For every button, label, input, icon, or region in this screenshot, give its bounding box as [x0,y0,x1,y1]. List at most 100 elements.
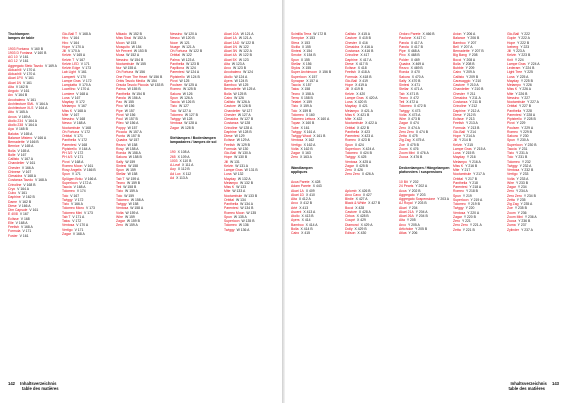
product-name: Volta [399,112,407,117]
page-reference: Y 207 A [460,44,473,49]
page-reference: V 166 A [34,135,47,140]
page-reference: W 159 B [127,180,141,185]
product-name: Parola [116,95,126,100]
page-reference: X 413 B [301,214,314,219]
page-reference: V 168 A [76,91,89,96]
product-name: Edison [345,231,356,235]
product-name: Pileo [116,121,124,126]
index-entry: Akari 5X W 123 [224,58,276,62]
page-reference: W 133 [236,185,246,189]
page-reference: X 162 A [303,142,316,147]
index-entry: Rezzo W 158 [116,143,168,147]
page-reference: W 134 [236,197,246,202]
product-name: Spun [291,57,299,62]
page-reference: V 170 A [77,87,90,92]
index-entry: Toio W 159 [116,194,168,198]
index-entry: Spun Y 230 A [507,138,559,142]
index-entry: Luna X 420 B [345,100,397,104]
product-name: Diese [453,112,462,117]
index-entry: Super Archimoon X 156 B [291,70,343,74]
product-name: Bernadette [453,49,470,53]
page-reference: X 424 A [362,146,375,151]
page-reference: Y 221 A [469,223,482,228]
product-name: Mr Pervert [116,49,132,53]
page-reference: X 157 [308,74,318,79]
index-entry: Noce W 121 [170,41,222,45]
index-entry: Toio Y 231 B [507,155,559,159]
product-name: Tizio [170,104,178,109]
page-reference: W 154 [146,78,157,83]
index-entry: Twiggy Y 220 [453,206,505,210]
page-reference: X 160 A [317,117,330,121]
index-entry: Akkuchili V 170 A [8,72,60,76]
product-name: Bocci [453,57,462,62]
product-name: Zero [399,125,406,130]
index-entry: Tolomeo X 424 B [345,151,397,155]
page-reference: Y 225 A [516,74,529,79]
page-reference: W 157 B [124,117,138,121]
index-entry: Volta W 159 A [116,211,168,215]
index-entry: Acca Y 202 B [399,189,451,193]
product-name: Zoe [507,206,513,211]
page-reference: X 414 B [300,226,313,231]
index-entry: Glo-Ball Y 222 [507,32,559,36]
product-name: Tetatet [291,100,302,104]
page-reference: X 443 [312,184,322,189]
index-entry: Castore W 126 B [224,104,276,108]
page-reference: Y 213 B [467,125,480,130]
product-name: Ventosa [507,168,520,172]
index-entry: Ad X 113 A [170,176,222,180]
page-reference: Y 214 A [463,134,475,138]
index-entry: Atollo 238 V 164 A [8,123,60,127]
index-entry: Clessidra W 127 B [224,117,276,121]
product-name: Jill [345,87,349,92]
page-reference: Y 230 A [516,138,529,143]
page-reference: V 168 A [73,185,86,189]
page-reference: W 129 B [236,142,250,147]
page-reference: W 128 [182,117,193,121]
index-entry: Spun V 171 [62,172,114,176]
product-name: Akari 21A [399,209,414,214]
index-entry: Bocci Y 208 A [453,58,505,62]
index-entry: Polder X 469 [399,58,451,62]
page-reference: X 159 A [300,104,312,109]
page-reference: Y 219 [462,193,472,198]
page-reference: X 153 [306,36,316,41]
product-name: Arcobaleno [224,70,242,75]
product-name: Zoom [399,146,408,151]
product-name: Zetta [453,227,461,232]
index-entry: Sakura X 470 A [399,75,451,79]
index-entry: Akari 4A W 122 B [224,53,276,57]
product-name: Castore [224,104,236,109]
page-reference: W 124 A [186,70,200,75]
index-entry: Kelvin Y 223 B [507,53,559,57]
index-entry: Zoe Y 235 B [507,206,559,210]
page-reference: Y 222 B [517,40,530,45]
product-name: Feelish [8,225,19,230]
product-name: 1903 D Fontana [8,50,33,55]
product-name: Bolle [8,152,16,157]
index-entry: Mayday W 132 A [224,177,276,181]
product-name: Musa [116,53,125,58]
product-name: Eclisse [453,117,464,121]
product-name: Ayers [224,78,233,83]
page-reference: Y 209 [465,66,475,70]
index-entry: Ordoro Parete X 466 B [399,32,451,36]
page-reference: Y 228 [523,108,532,113]
product-name: Zero Zero [507,193,522,198]
index-entry: Poul W 157 B [116,117,168,121]
page-reference: W 155 B [127,87,141,92]
page-reference: X 108 A [177,150,190,155]
page-reference: W 127 A [237,112,251,117]
product-name: Miss K [507,87,518,92]
product-name: Sfera [291,40,300,45]
index-entry: Melampo V 167 [62,104,114,108]
index-entry: Ad Lux X 112 [170,172,222,176]
product-name: Oh Fortuna [170,49,188,53]
product-name: Eclisse [345,66,356,70]
index-entry: Artè X 413 [291,206,343,210]
page-reference: V 168 A [71,159,84,164]
product-name: Tolomeo Lettura [291,117,316,121]
index-entry: Zagar V 168 A [62,232,114,236]
page-reference: X 428 B [356,214,369,218]
